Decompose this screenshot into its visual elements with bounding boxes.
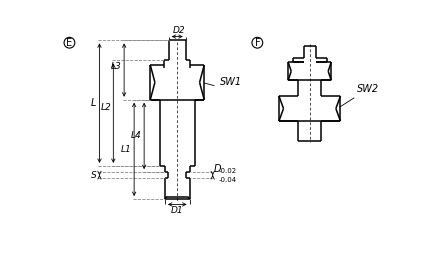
Text: S: S <box>91 171 96 180</box>
Text: D2: D2 <box>173 27 185 35</box>
Text: -0.02: -0.02 <box>219 168 237 174</box>
Text: F: F <box>255 38 260 48</box>
Text: E: E <box>66 38 72 48</box>
Text: D1: D1 <box>171 206 184 215</box>
Text: SW1: SW1 <box>204 77 242 87</box>
Text: D: D <box>214 164 222 174</box>
Text: L4: L4 <box>131 131 142 140</box>
Text: L2: L2 <box>100 102 111 112</box>
Text: L1: L1 <box>121 145 132 154</box>
Text: -0.04: -0.04 <box>219 177 237 183</box>
Text: L3: L3 <box>111 62 122 71</box>
Text: SW2: SW2 <box>340 84 380 107</box>
Text: L: L <box>91 98 96 108</box>
